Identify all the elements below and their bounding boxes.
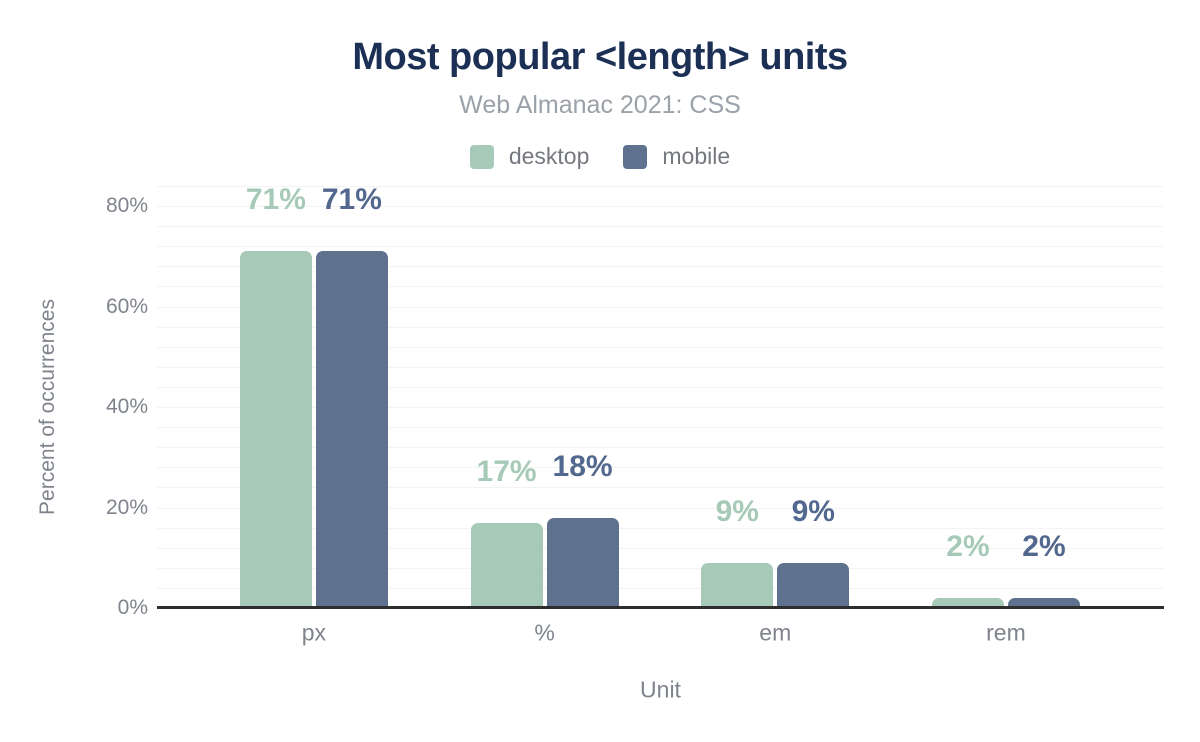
legend-label-mobile: mobile <box>662 143 731 169</box>
gridline-60 <box>157 306 1164 308</box>
legend: desktop mobile <box>0 143 1200 170</box>
bar-desktop-rem[interactable] <box>931 597 1004 608</box>
gridline-40 <box>157 407 1164 408</box>
y-tick-label-80: 80% <box>105 194 148 217</box>
legend-item-mobile[interactable]: mobile <box>623 143 730 170</box>
value-label-desktop-%: 17% <box>476 454 537 488</box>
value-label-mobile-em: 9% <box>791 494 835 528</box>
y-tick-label-40: 40% <box>105 395 148 418</box>
gridline-36 <box>157 427 1164 429</box>
x-axis-title: Unit <box>640 676 681 703</box>
gridline-8 <box>157 567 1164 569</box>
value-label-mobile-px: 71% <box>321 183 382 217</box>
value-label-desktop-rem: 2% <box>946 529 990 563</box>
gridline-84 <box>157 185 1164 187</box>
y-tick-label-0: 0% <box>117 596 148 619</box>
bar-mobile-px[interactable] <box>315 251 388 608</box>
gridline-4 <box>157 587 1164 589</box>
gridline-12 <box>157 547 1164 549</box>
gridline-76 <box>157 226 1164 228</box>
x-tick-label-em: em <box>759 619 792 646</box>
gridline-16 <box>157 527 1164 529</box>
x-tick-label-px: px <box>301 619 326 646</box>
desktop-series-swatch-icon <box>469 144 494 169</box>
bar-desktop-em[interactable] <box>701 562 774 608</box>
bar-mobile-em[interactable] <box>777 562 850 608</box>
y-tick-label-60: 60% <box>105 294 148 318</box>
x-axis-line <box>157 606 1164 609</box>
gridline-68 <box>157 266 1164 268</box>
x-tick-label-%: % <box>534 619 555 646</box>
gridline-80 <box>157 206 1164 207</box>
bar-desktop-px[interactable] <box>239 251 312 608</box>
bar-desktop-%[interactable] <box>470 522 543 608</box>
gridline-72 <box>157 246 1164 248</box>
gridline-20 <box>157 507 1164 509</box>
gridline-24 <box>157 487 1164 489</box>
value-label-desktop-px: 71% <box>245 183 306 217</box>
value-label-mobile-%: 18% <box>552 449 613 483</box>
bar-mobile-rem[interactable] <box>1007 597 1080 608</box>
bar-mobile-%[interactable] <box>546 517 619 608</box>
y-axis-title: Percent of occurrences <box>36 299 59 515</box>
gridline-52 <box>157 346 1164 348</box>
chart-subtitle: Web Almanac 2021: CSS <box>459 91 741 119</box>
gridline-44 <box>157 386 1164 388</box>
chart-title: Most popular <length> units <box>352 36 848 78</box>
value-label-desktop-em: 9% <box>715 494 759 528</box>
y-tick-label-20: 20% <box>105 495 148 519</box>
mobile-series-swatch-icon <box>623 144 648 169</box>
gridline-32 <box>157 447 1164 449</box>
legend-label-desktop: desktop <box>508 143 590 169</box>
gridline-56 <box>157 326 1164 328</box>
value-label-mobile-rem: 2% <box>1022 529 1066 563</box>
x-tick-label-rem: rem <box>986 619 1026 646</box>
gridline-64 <box>157 286 1164 288</box>
gridline-28 <box>157 467 1164 469</box>
legend-item-desktop[interactable]: desktop <box>469 143 590 170</box>
gridline-48 <box>157 366 1164 368</box>
